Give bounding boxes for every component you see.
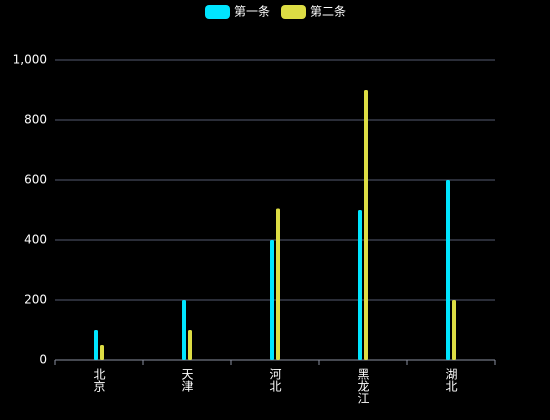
bar	[452, 300, 456, 360]
y-tick-label: 400	[24, 233, 47, 247]
y-tick-label: 200	[24, 293, 47, 307]
bar	[94, 330, 98, 360]
legend-swatch	[281, 5, 306, 19]
legend-label: 第二条	[310, 5, 346, 19]
x-tick-label: 天津	[180, 368, 194, 392]
y-tick-label: 0	[39, 353, 47, 367]
bar	[358, 210, 362, 360]
y-tick-label: 1,000	[13, 53, 47, 67]
bar	[446, 180, 450, 360]
x-tick-label: 黑龙江	[356, 368, 370, 404]
bar	[276, 208, 280, 360]
legend-label: 第一条	[234, 5, 270, 19]
y-tick-label: 800	[24, 113, 47, 127]
bar	[364, 90, 368, 360]
x-tick-label: 湖北	[444, 367, 458, 393]
bar	[270, 240, 274, 360]
x-tick-label: 河北	[268, 368, 282, 393]
legend-swatch	[205, 5, 230, 19]
bar	[182, 300, 186, 360]
y-tick-label: 600	[24, 173, 47, 187]
bar	[100, 345, 104, 360]
bar	[188, 330, 192, 360]
x-tick-label: 北京	[92, 368, 106, 393]
